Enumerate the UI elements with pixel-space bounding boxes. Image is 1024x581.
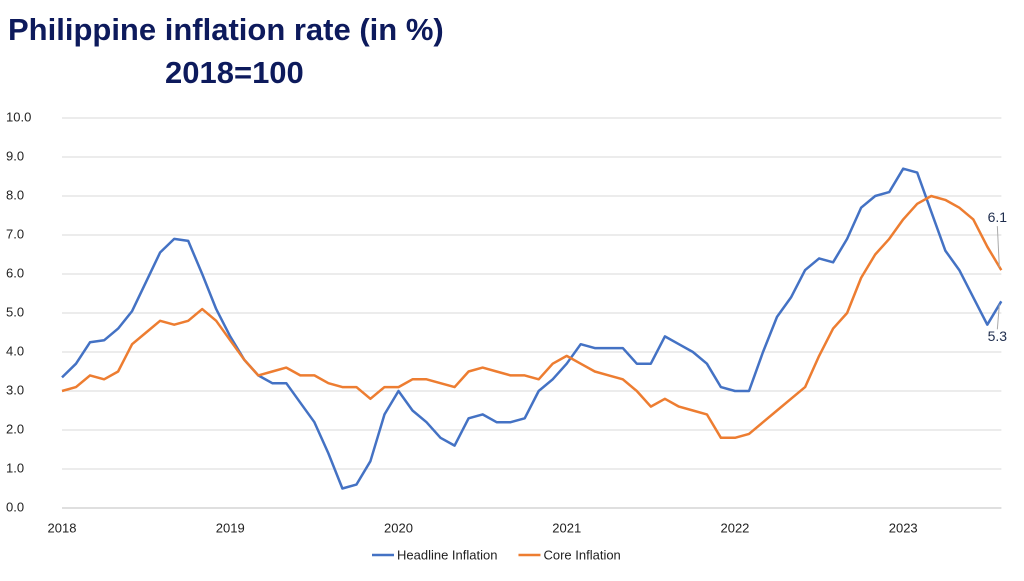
y-tick-label: 6.0 [6,265,24,280]
chart-title: Philippine inflation rate (in %) [8,12,444,47]
y-tick-label: 9.0 [6,148,24,163]
chart-subtitle: 2018=100 [165,55,304,90]
x-tick-label: 2020 [384,520,413,535]
legend-label: Headline Inflation [397,547,497,562]
data-label: 6.1 [988,209,1008,225]
data-label: 5.3 [988,328,1008,344]
x-tick-label: 2018 [48,520,77,535]
leader-line [996,226,1000,268]
x-tick-label: 2022 [720,520,749,535]
y-tick-label: 4.0 [6,343,24,358]
line-series [61,167,1003,490]
y-tick-label: 2.0 [6,421,24,436]
y-tick-label: 5.0 [6,304,24,319]
y-tick-label: 1.0 [6,460,24,475]
x-tick-label: 2019 [216,520,245,535]
y-tick-label: 0.0 [6,499,24,514]
y-tick-label: 8.0 [6,187,24,202]
y-tick-label: 3.0 [6,382,24,397]
x-tick-label: 2021 [552,520,581,535]
y-tick-label: 10.0 [6,109,31,124]
line-series [61,194,1003,440]
y-tick-label: 7.0 [6,226,24,241]
x-tick-label: 2023 [889,520,918,535]
leader-line [996,304,1000,330]
legend-label: Core Inflation [543,547,620,562]
